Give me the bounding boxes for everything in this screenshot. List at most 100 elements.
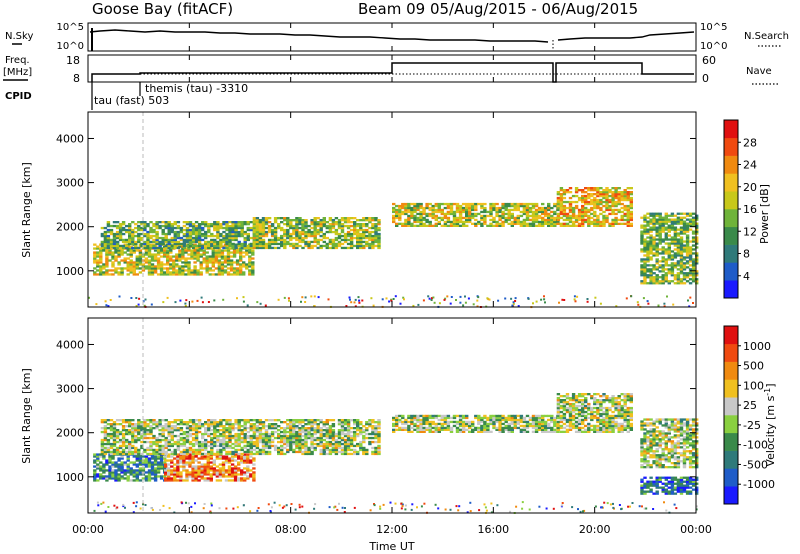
velocity-cell [173,471,177,474]
velocity-cell [359,429,363,432]
velocity-cell [144,471,149,474]
power-cell [522,210,527,214]
power-cell [658,248,662,251]
velocity-cell [170,429,174,432]
power-cell [602,204,606,208]
power-cell [437,216,441,220]
power-cell [258,240,263,244]
power-cell [211,259,215,262]
power-cell [340,226,345,230]
power-cell [682,220,687,223]
velocity-cell [261,421,266,424]
power-cell [249,244,253,248]
power-speckle [636,301,639,304]
power-cell [103,226,108,230]
power-cell [123,243,127,246]
velocity-cell [179,438,184,442]
velocity-cell [310,425,314,428]
velocity-cell [213,429,217,432]
power-cell [304,240,308,244]
power-cell [295,224,299,228]
power-cell [495,208,499,212]
power-cell [652,222,656,225]
power-cell [280,234,284,238]
power-cell [617,196,621,200]
power-cell [246,228,250,232]
power-cell [577,189,582,192]
power-cell [267,228,272,232]
power-cell [685,250,690,253]
power-cell [489,204,493,208]
power-cell [593,222,597,225]
power-cell [181,269,185,272]
velocity-cell [164,473,168,476]
power-cell [237,230,241,234]
power-cell [608,208,612,212]
velocity-cell [146,429,150,432]
velocity-cell [233,477,238,480]
velocity-cell [413,422,417,426]
power-cell [489,218,493,222]
power-cell [679,270,684,273]
power-cell [161,230,165,234]
velocity-cell [204,421,208,424]
velocity-cell [227,479,232,482]
power-cell [547,208,551,212]
velocity-cell [191,477,195,480]
power-cell [169,259,173,262]
velocity-cell [185,471,189,474]
velocity-cell [210,423,214,426]
power-cell [220,253,225,256]
power-cell [374,234,378,238]
power-cell [516,206,520,210]
power-cell [688,240,693,243]
power-cell [304,244,308,248]
power-cell [498,224,502,227]
power-cell [208,269,212,272]
power-cell [243,238,247,242]
power-cell [695,242,699,245]
velocity-cell [121,427,126,430]
velocity-cell [255,452,260,456]
power-cell [176,232,181,236]
power-cell [216,230,220,234]
power-cell [353,236,357,240]
velocity-cell [118,440,123,444]
power-cell [353,244,357,248]
velocity-cell [207,423,211,426]
power-cell [664,258,668,261]
velocity-cell [325,427,329,430]
power-cell [108,259,112,262]
power-cell [410,212,414,216]
velocity-cell [377,419,381,422]
velocity-cell [292,423,296,426]
power-cell [199,263,203,266]
power-cell [676,212,681,215]
velocity-cell [155,444,159,448]
power-cell [251,251,255,254]
power-cell [164,234,168,238]
power-cell [159,273,164,276]
velocity-cell [252,479,256,482]
velocity-cell [255,446,260,450]
velocity-cell [213,419,217,422]
velocity-cell [292,450,296,454]
power-cell [682,264,687,267]
velocity-cell [231,442,235,446]
power-cell [328,217,333,220]
power-cell [553,212,557,216]
velocity-cell [131,423,135,426]
power-cell [407,222,411,225]
power-cell [676,248,681,251]
power-cell [362,240,366,244]
power-cell [211,263,215,266]
velocity-cell [346,434,351,438]
velocity-cell [310,446,314,450]
velocity-cell [210,452,214,456]
velocity-cell [131,432,135,436]
power-cell [489,210,493,214]
velocity-cell [128,419,132,422]
power-cell [652,228,656,231]
velocity-cell [197,479,201,482]
power-cell [646,230,650,233]
